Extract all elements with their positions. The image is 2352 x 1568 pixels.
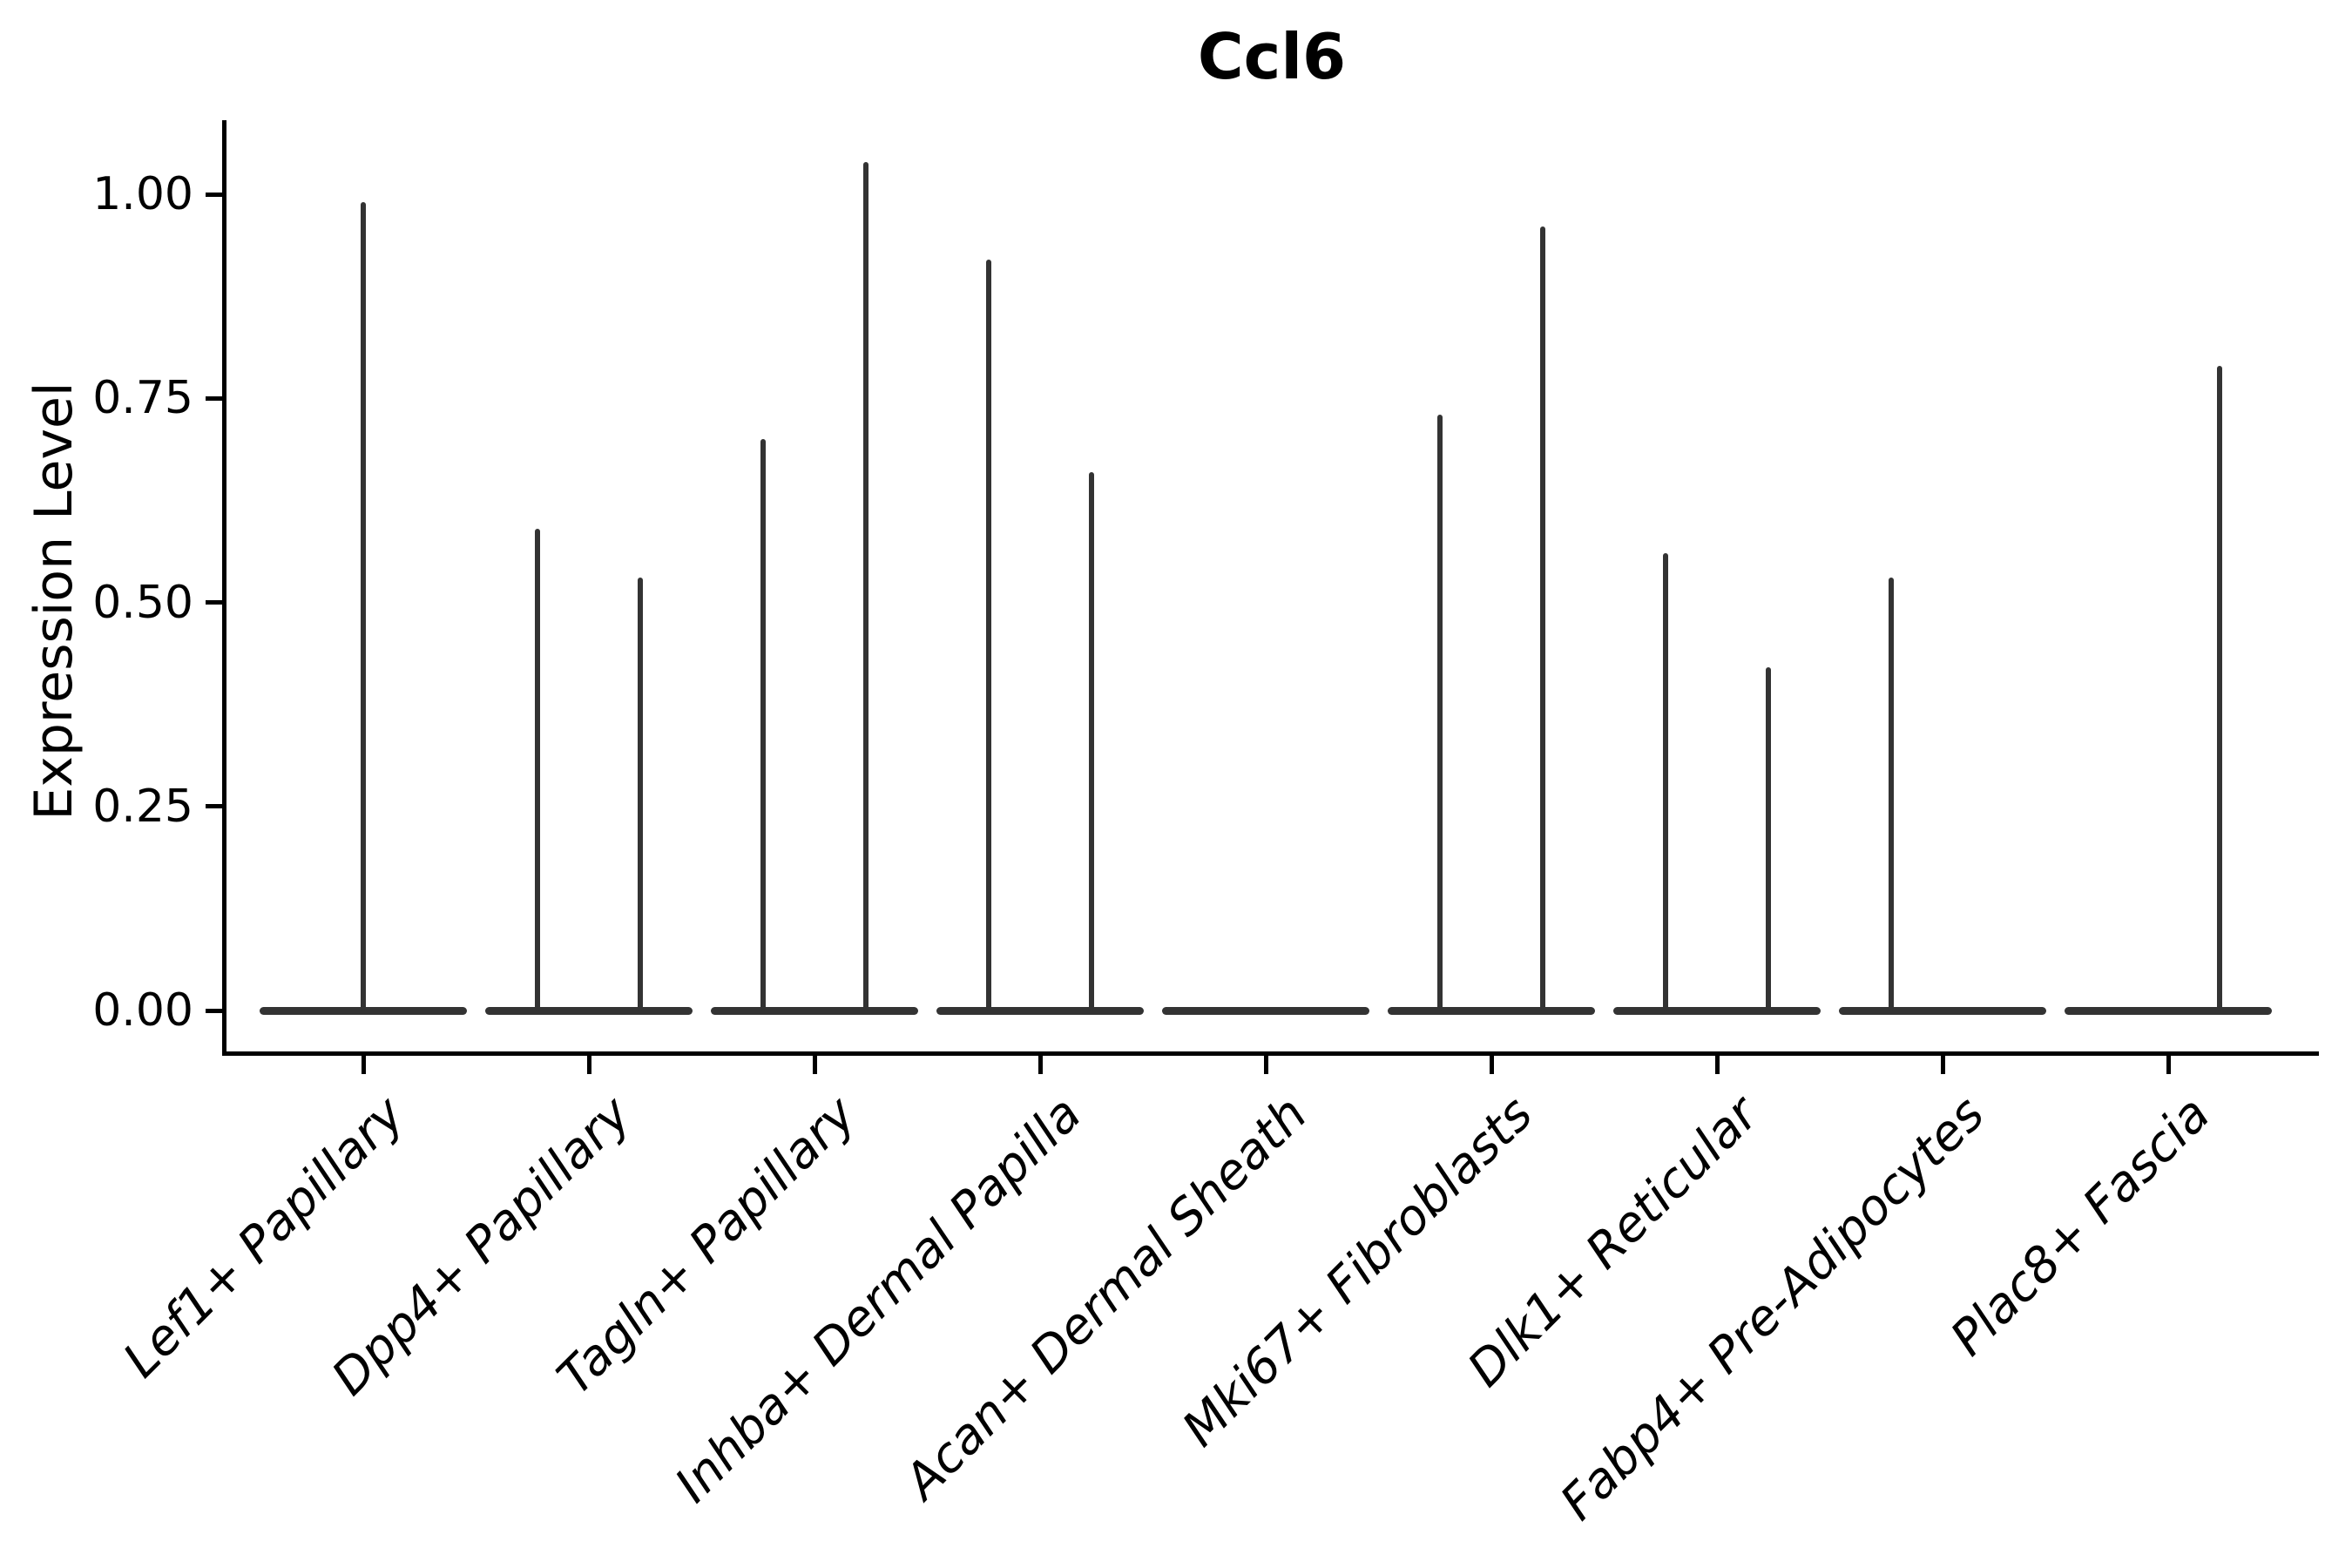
- violin-spike: [361, 202, 366, 1010]
- y-axis-tick: [206, 1008, 223, 1013]
- x-axis-tick: [1714, 1055, 1720, 1074]
- x-axis-tick: [2166, 1055, 2171, 1074]
- x-axis-tick: [1037, 1055, 1043, 1074]
- violin-spike: [986, 259, 991, 1010]
- x-axis-tick: [361, 1055, 366, 1074]
- y-axis-tick-label: 0.25: [92, 780, 193, 833]
- y-axis-tick: [206, 804, 223, 809]
- violin-base: [1162, 1006, 1369, 1015]
- violin-base: [2065, 1006, 2272, 1015]
- x-axis-tick: [1489, 1055, 1494, 1074]
- violin-base: [1388, 1006, 1595, 1015]
- x-axis-spine: [222, 1051, 2319, 1056]
- y-axis-tick-label: 0.00: [92, 984, 193, 1037]
- violin-base: [485, 1006, 693, 1015]
- violin-base: [1613, 1006, 1821, 1015]
- violin-spike: [1663, 553, 1668, 1010]
- violin-spike: [1089, 471, 1094, 1010]
- x-axis-category-label: Acan+ Dermal Sheath: [894, 1085, 1319, 1511]
- violin-spike: [638, 578, 643, 1010]
- x-axis-category-label: Fabp4+ Pre-Adipocytes: [1550, 1085, 1996, 1531]
- x-axis-category-label: Inhba+ Dermal Papilla: [665, 1085, 1093, 1514]
- violin-spike: [1437, 414, 1443, 1010]
- violin-spike: [1540, 226, 1545, 1010]
- x-axis-tick: [1263, 1055, 1268, 1074]
- violin-spike: [2217, 365, 2222, 1010]
- violin-base: [1839, 1006, 2046, 1015]
- violin-spike: [1889, 578, 1894, 1010]
- y-axis-tick: [206, 192, 223, 197]
- violin-base: [711, 1006, 918, 1015]
- y-axis-tick: [206, 395, 223, 401]
- y-axis-tick: [206, 600, 223, 605]
- chart-title: Ccl6: [1197, 20, 1347, 93]
- y-axis-tick-label: 0.75: [92, 372, 193, 425]
- y-axis-spine: [222, 120, 226, 1056]
- y-axis-tick-label: 0.50: [92, 576, 193, 629]
- violin-spike: [1766, 667, 1771, 1010]
- x-axis-tick: [586, 1055, 591, 1074]
- violin-base: [260, 1006, 467, 1015]
- y-axis-tick-label: 1.00: [92, 168, 193, 220]
- violin-spike: [760, 439, 766, 1010]
- x-axis-tick: [812, 1055, 817, 1074]
- violin-base: [936, 1006, 1144, 1015]
- violin-spike: [863, 161, 868, 1010]
- violin-spike: [535, 529, 540, 1010]
- x-axis-tick: [1940, 1055, 1945, 1074]
